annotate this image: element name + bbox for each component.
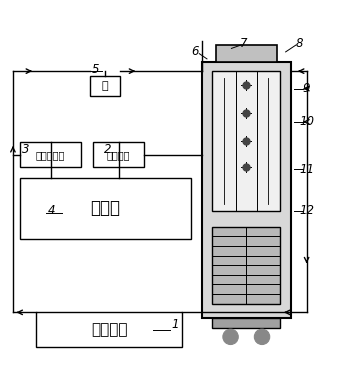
Text: 温度传感器: 温度传感器 <box>36 150 65 160</box>
Text: 6: 6 <box>191 45 198 59</box>
Text: 助传感器: 助传感器 <box>107 150 131 160</box>
Text: 8: 8 <box>296 36 303 50</box>
Text: 7: 7 <box>240 36 247 50</box>
Circle shape <box>254 329 270 345</box>
Text: 5: 5 <box>91 63 99 76</box>
Bar <box>216 45 277 62</box>
Circle shape <box>223 329 238 345</box>
Text: 1: 1 <box>172 318 179 331</box>
Text: 4: 4 <box>48 204 55 217</box>
Text: 冷却水筱: 冷却水筱 <box>91 322 127 337</box>
Text: 11: 11 <box>299 163 314 176</box>
Bar <box>36 312 183 347</box>
Bar <box>212 71 280 211</box>
Text: 10: 10 <box>299 115 314 128</box>
Text: 12: 12 <box>299 204 314 217</box>
Text: 泵: 泵 <box>101 81 108 91</box>
Bar <box>90 76 120 96</box>
Bar <box>202 62 291 318</box>
Text: 控制器: 控制器 <box>91 200 121 217</box>
Bar <box>212 227 280 304</box>
Text: 2: 2 <box>104 143 111 156</box>
Text: 9: 9 <box>303 82 310 95</box>
Bar <box>212 318 280 328</box>
Bar <box>93 142 144 167</box>
Text: 3: 3 <box>22 143 30 156</box>
Bar <box>20 142 81 167</box>
Bar <box>20 178 191 239</box>
